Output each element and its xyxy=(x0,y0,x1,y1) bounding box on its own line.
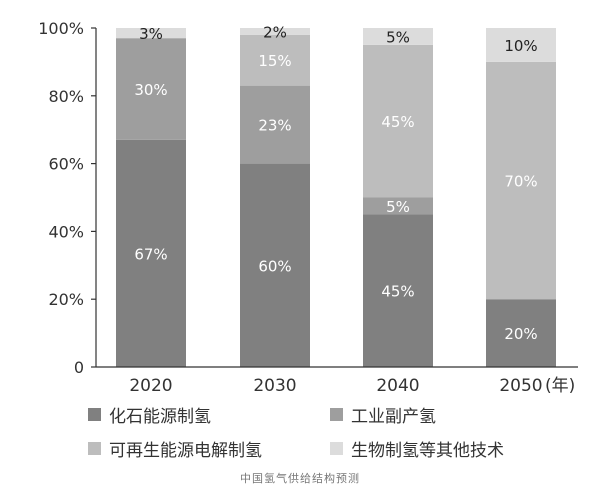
bar-value-label: 67% xyxy=(134,245,167,263)
y-tick-label: 60% xyxy=(48,155,84,174)
bar-value-label: 15% xyxy=(258,52,291,70)
x-unit-label: (年) xyxy=(545,376,575,396)
x-tick-label: 2030 xyxy=(253,376,296,396)
stacked-bar-chart: 0 20% 40% 60% 80% 100% 67% 30% 3% 60% 23% 15% 2% 45%… xyxy=(38,19,578,396)
legend-item-bio: 生物制氢等其他技术 xyxy=(330,436,504,461)
bar-segment xyxy=(240,28,310,35)
bar-segment xyxy=(363,214,433,367)
x-tick-label: 2040 xyxy=(376,376,419,396)
y-tick-label: 80% xyxy=(48,87,84,106)
bar-value-label: 23% xyxy=(258,117,291,135)
legend-label: 化石能源制氢 xyxy=(109,407,211,427)
bar-value-label: 45% xyxy=(381,283,414,301)
bar-value-label: 5% xyxy=(386,28,410,46)
bar-value-label: 60% xyxy=(258,257,291,275)
bar-segment xyxy=(240,163,310,367)
bar-segment xyxy=(363,197,433,215)
bar-value-label: 5% xyxy=(386,198,410,216)
bar-value-label: 70% xyxy=(504,173,537,191)
bar-segment xyxy=(486,61,556,300)
bar-segment xyxy=(363,28,433,45)
bar-segment xyxy=(486,28,556,62)
y-tick-label: 40% xyxy=(48,222,84,241)
y-tick-label: 0 xyxy=(74,358,84,377)
legend-item-fossil: 化石能源制氢 xyxy=(88,402,211,427)
bar-segment xyxy=(363,44,433,198)
bars xyxy=(116,28,556,367)
legend-swatch xyxy=(330,408,343,421)
bar-segment xyxy=(240,85,310,164)
legend-swatch xyxy=(88,442,101,455)
legend-item-renewable: 可再生能源电解制氢 xyxy=(88,436,262,461)
bar-value-label: 20% xyxy=(504,325,537,343)
x-tick-label: 2050 xyxy=(499,376,542,396)
bar-segment xyxy=(116,139,186,367)
legend-label: 生物制氢等其他技术 xyxy=(351,441,504,461)
bar-value-label: 3% xyxy=(139,25,163,43)
bar-value-label: 30% xyxy=(134,81,167,99)
bar-segment xyxy=(116,28,186,39)
x-tick-label: 2020 xyxy=(129,376,172,396)
bar-segment xyxy=(486,299,556,367)
y-tick-label: 100% xyxy=(38,19,84,38)
legend-item-industrial: 工业副产氢 xyxy=(330,402,436,427)
data-labels: 67% 30% 3% 60% 23% 15% 2% 45% 5% 45% 5% 20% 70% 10% xyxy=(134,23,537,343)
bar-value-label: 10% xyxy=(504,37,537,55)
y-tick-label: 20% xyxy=(48,290,84,309)
chart-caption: 中国氢气供给结构预测 xyxy=(240,472,360,485)
bar-segment xyxy=(116,38,186,140)
y-axis: 0 20% 40% 60% 80% 100% xyxy=(38,19,97,377)
bar-value-label: 2% xyxy=(263,23,287,41)
bar-value-label: 45% xyxy=(381,113,414,131)
x-axis: 2020 2030 2040 2050 (年) xyxy=(96,366,578,396)
legend-label: 可再生能源电解制氢 xyxy=(109,441,262,461)
legend-swatch xyxy=(88,408,101,421)
legend-label: 工业副产氢 xyxy=(351,407,436,427)
legend-swatch xyxy=(330,442,343,455)
bar-segment xyxy=(240,34,310,86)
